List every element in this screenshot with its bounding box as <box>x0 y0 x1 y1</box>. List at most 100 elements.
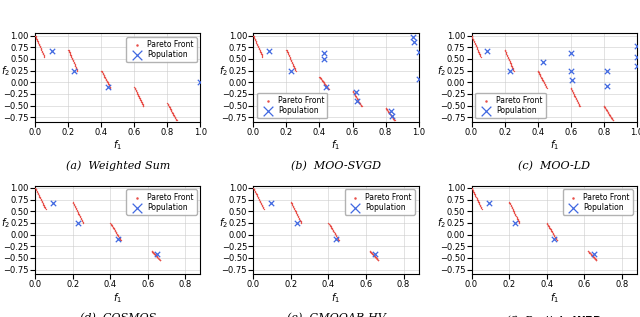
Pareto Front <box>285 57 296 62</box>
Pareto Front <box>605 113 615 118</box>
Population <box>331 237 341 242</box>
Pareto Front <box>318 79 328 84</box>
Pareto Front <box>513 217 523 223</box>
Pareto Front <box>249 35 259 40</box>
Pareto Front <box>34 42 44 47</box>
Pareto Front <box>129 85 140 90</box>
Pareto Front <box>385 111 395 116</box>
Population <box>103 84 113 89</box>
Pareto Front <box>473 48 483 53</box>
Pareto Front <box>510 212 520 217</box>
Pareto Front <box>114 235 124 240</box>
Pareto Front <box>381 107 392 112</box>
Pareto Front <box>38 50 48 55</box>
Pareto Front <box>129 84 140 89</box>
Pareto Front <box>587 253 597 258</box>
Pareto Front <box>257 53 267 58</box>
Pareto Front <box>472 45 482 50</box>
Pareto Front <box>473 199 483 204</box>
Pareto Front <box>167 110 177 115</box>
Pareto Front <box>36 48 47 53</box>
Pareto Front <box>539 81 549 86</box>
Pareto Front <box>171 117 181 122</box>
Pareto Front <box>255 48 265 53</box>
Pareto Front <box>315 75 325 80</box>
Pareto Front <box>505 59 515 64</box>
Pareto Front <box>323 86 333 91</box>
Legend: Pareto Front, Population: Pareto Front, Population <box>563 190 633 215</box>
Pareto Front <box>506 202 516 207</box>
Pareto Front <box>70 204 81 210</box>
Pareto Front <box>135 97 145 102</box>
Pareto Front <box>570 94 580 99</box>
Pareto Front <box>283 51 293 56</box>
Pareto Front <box>66 54 76 59</box>
Pareto Front <box>286 199 296 204</box>
Pareto Front <box>296 219 306 224</box>
Pareto Front <box>604 112 614 117</box>
Pareto Front <box>287 202 298 207</box>
Pareto Front <box>250 189 260 194</box>
Pareto Front <box>138 103 148 108</box>
Pareto Front <box>105 85 115 90</box>
Pareto Front <box>286 58 296 63</box>
Pareto Front <box>258 205 268 210</box>
Pareto Front <box>253 196 264 201</box>
Population <box>504 68 515 73</box>
Pareto Front <box>320 82 330 87</box>
Pareto Front <box>584 250 595 255</box>
Pareto Front <box>255 199 265 204</box>
Pareto Front <box>383 109 394 114</box>
Pareto Front <box>540 83 550 88</box>
Pareto Front <box>287 201 297 206</box>
Pareto Front <box>259 206 269 211</box>
Pareto Front <box>256 201 266 206</box>
Pareto Front <box>70 205 81 210</box>
Pareto Front <box>38 203 49 208</box>
Pareto Front <box>316 76 326 81</box>
Pareto Front <box>349 90 359 95</box>
Pareto Front <box>607 116 617 121</box>
Pareto Front <box>97 70 108 75</box>
Pareto Front <box>154 257 164 262</box>
Pareto Front <box>508 65 518 70</box>
Pareto Front <box>543 223 553 228</box>
Population <box>632 43 640 49</box>
Pareto Front <box>506 61 516 66</box>
Pareto Front <box>164 105 175 110</box>
Pareto Front <box>384 110 394 115</box>
Pareto Front <box>72 209 83 214</box>
Pareto Front <box>289 205 299 210</box>
Pareto Front <box>33 40 43 45</box>
Pareto Front <box>152 255 163 260</box>
Pareto Front <box>149 251 159 256</box>
Pareto Front <box>287 61 298 67</box>
Pareto Front <box>476 206 486 211</box>
Pareto Front <box>585 251 595 256</box>
Pareto Front <box>470 194 481 199</box>
Pareto Front <box>76 216 86 221</box>
Pareto Front <box>470 41 480 46</box>
Pareto Front <box>76 217 86 222</box>
Pareto Front <box>326 226 337 231</box>
Pareto Front <box>584 250 595 255</box>
Pareto Front <box>151 254 161 259</box>
Pareto Front <box>35 45 45 50</box>
Pareto Front <box>547 229 557 234</box>
Pareto Front <box>329 229 339 234</box>
Pareto Front <box>366 250 376 255</box>
Pareto Front <box>155 258 165 263</box>
Pareto Front <box>551 236 561 241</box>
Pareto Front <box>471 195 481 200</box>
Pareto Front <box>354 99 364 104</box>
Pareto Front <box>508 208 518 213</box>
Text: (c)  MOO-LD: (c) MOO-LD <box>518 161 590 171</box>
Pareto Front <box>472 197 483 202</box>
Population <box>113 237 123 242</box>
Pareto Front <box>252 42 262 48</box>
Pareto Front <box>381 107 392 112</box>
Pareto Front <box>254 198 264 203</box>
Pareto Front <box>372 257 383 262</box>
Pareto Front <box>589 256 600 261</box>
Pareto Front <box>38 201 48 206</box>
